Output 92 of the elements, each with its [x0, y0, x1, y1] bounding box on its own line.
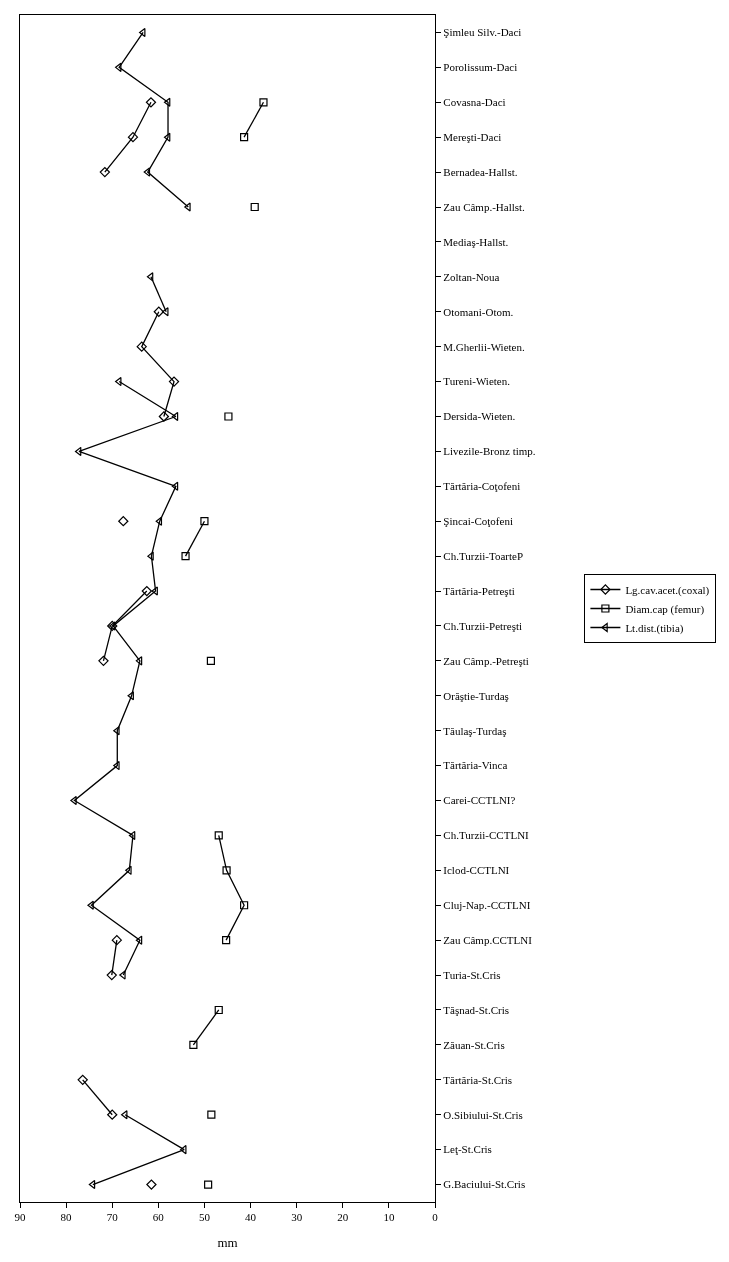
y-tick-label: Zoltan-Noua: [443, 270, 500, 283]
point: [189, 1040, 198, 1049]
legend-label: Lt.dist.(tibia): [625, 621, 684, 635]
x-tick-label: 0: [432, 1211, 439, 1224]
y-tick-label: Ch.Turzii-CCTLNI: [443, 829, 530, 842]
point: [113, 726, 120, 736]
y-tick-label: Bernadea-Hallst.: [443, 165, 518, 178]
x-tick-label: 10: [383, 1211, 395, 1224]
point: [168, 376, 180, 387]
y-tick-label: Iclod-CCTLNI: [443, 864, 510, 877]
point: [88, 1179, 96, 1190]
y-tick-label: Tărtăria-Coţofeni: [443, 480, 521, 493]
point: [87, 900, 94, 910]
x-tick-label: 60: [152, 1211, 165, 1224]
point: [143, 167, 151, 177]
y-tick-label: Şincai-Coţofeni: [443, 515, 513, 528]
point: [200, 517, 209, 526]
point: [206, 656, 215, 665]
point: [99, 166, 110, 178]
point: [135, 656, 143, 666]
point: [146, 1179, 157, 1190]
y-tick-label: Zau Câmp.-Hallst.: [443, 200, 526, 213]
point: [151, 586, 158, 596]
y-tick-label: Covasna-Daci: [443, 96, 506, 109]
y-tick-label: Livezile-Bronz timp.: [443, 445, 536, 458]
y-tick-label: Leţ-St.Cris: [443, 1143, 492, 1156]
point: [155, 516, 163, 526]
x-tick-label: 30: [291, 1211, 303, 1224]
y-tick-label: Tăşnad-St.Cris: [443, 1003, 509, 1016]
x-tick-label: 50: [198, 1211, 211, 1224]
y-tick-label: Tărtăria-Petreşti: [443, 584, 515, 597]
x-tick-label: 20: [337, 1211, 349, 1224]
y-tick-label: G.Baciului-St.Cris: [443, 1178, 526, 1191]
y-tick-label: M.Gherlii-Wieten.: [443, 340, 525, 353]
x-tick-label: 70: [106, 1211, 119, 1224]
y-tick-label: Mereşti-Daci: [443, 131, 502, 144]
y-tick-label: Zăuan-St.Cris: [443, 1038, 505, 1051]
point: [135, 935, 143, 945]
point: [207, 1110, 216, 1119]
y-tick-label: Zau Câmp.-Petreşti: [443, 654, 529, 667]
point: [240, 133, 249, 142]
point: [158, 411, 170, 422]
y-tick-label: Şimleu Silv.-Daci: [443, 26, 522, 39]
point: [214, 1005, 223, 1015]
point: [163, 132, 171, 142]
y-tick-label: Mediaş-Hallst.: [443, 235, 509, 248]
point: [184, 202, 191, 212]
y-tick-label: Ch.Turzii-Petreşti: [443, 619, 523, 632]
legend-label: Lg.cav.acet.(coxal): [625, 583, 710, 597]
y-tick-label: Tăulaş-Turdaş: [443, 724, 507, 737]
point: [171, 411, 179, 422]
y-tick-label: Carei-CCTLNI?: [443, 794, 516, 807]
point: [74, 446, 82, 457]
point: [98, 655, 109, 667]
point: [106, 969, 117, 981]
x-tick-label: 80: [60, 1211, 73, 1224]
point: [136, 341, 147, 352]
legend-label: Diam.cap (femur): [625, 602, 705, 616]
point: [204, 1180, 213, 1189]
point: [147, 551, 154, 561]
point: [141, 585, 152, 597]
y-tick-label: Dersida-Wieten.: [443, 410, 516, 423]
x-tick-label: 40: [245, 1211, 257, 1224]
point: [118, 516, 129, 527]
y-tick-label: Zau Câmp.CCTLNI: [443, 934, 533, 947]
y-tick-label: Tărtăria-St.Cris: [443, 1073, 513, 1086]
point: [125, 865, 132, 875]
point: [171, 481, 179, 491]
y-tick-label: Tureni-Wieten.: [443, 375, 511, 388]
point: [145, 97, 157, 108]
point: [250, 202, 259, 212]
point: [128, 830, 136, 841]
point: [107, 1109, 118, 1120]
point: [181, 552, 190, 561]
y-tick-label: Ch.Turzii-ToarteP: [443, 549, 524, 562]
y-tick-label: O.Sibiului-St.Cris: [443, 1108, 523, 1121]
y-tick-label: Orăştie-Turdaş: [443, 689, 509, 702]
x-axis-title: mm: [217, 1234, 238, 1250]
point: [127, 132, 139, 143]
y-tick-label: Cluj-Nap.-CCTLNI: [443, 899, 531, 912]
point: [259, 98, 268, 107]
point: [127, 691, 134, 701]
point: [119, 970, 126, 980]
point: [121, 1110, 128, 1120]
y-tick-label: Otomani-Otom.: [443, 305, 514, 318]
point: [163, 97, 171, 107]
point: [77, 1074, 88, 1085]
point: [111, 935, 122, 946]
x-tick-label: 90: [14, 1211, 26, 1224]
y-tick-label: Tărtăria-Vinca: [443, 759, 508, 772]
y-tick-label: Turia-St.Cris: [443, 968, 501, 981]
y-tick-label: Porolissum-Daci: [443, 61, 518, 74]
